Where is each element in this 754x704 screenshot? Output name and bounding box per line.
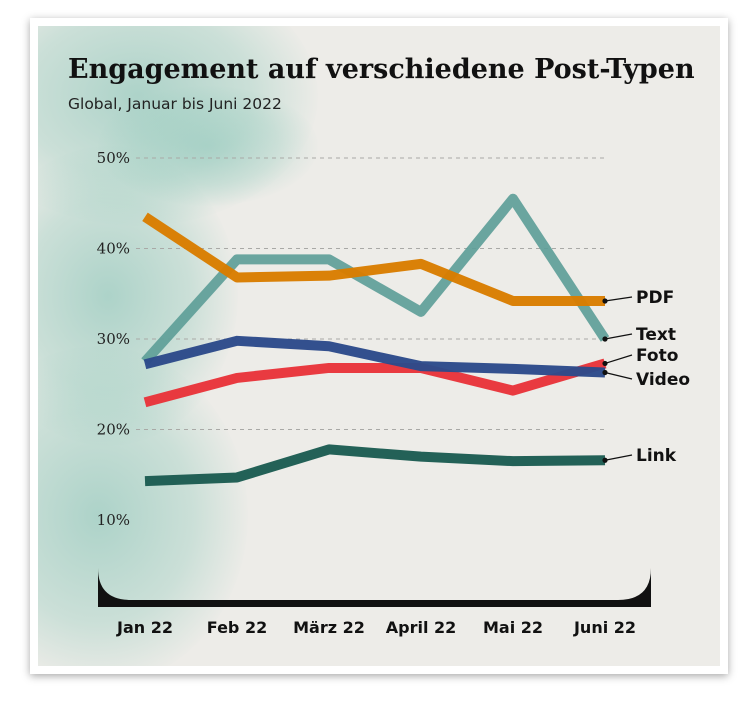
series-line-video [143, 335, 606, 378]
series-label-video: Video [636, 370, 690, 390]
gridlines [136, 157, 606, 430]
x-tick-label: April 22 [386, 618, 457, 637]
x-tick-label: März 22 [293, 618, 365, 637]
y-tick-label: 40% [97, 240, 130, 258]
label-connector [604, 371, 633, 380]
x-tick-label: Mai 22 [483, 618, 543, 637]
y-tick-label: 10% [97, 511, 130, 529]
series-line-text [141, 193, 610, 365]
series-lines [141, 193, 610, 487]
series-label-link: Link [636, 446, 677, 466]
x-tick-label: Feb 22 [207, 618, 267, 637]
x-axis-bracket [98, 568, 651, 607]
series-label-foto: Foto [636, 346, 678, 366]
y-tick-label: 30% [97, 330, 130, 348]
label-connector [604, 333, 633, 340]
chart-frame [30, 18, 728, 674]
x-tick-label: Juni 22 [573, 618, 636, 637]
label-connector [604, 296, 633, 302]
label-connector [604, 454, 633, 461]
series-labels: Text PDF Foto Video Link [602, 288, 690, 466]
series-line-pdf [142, 212, 605, 306]
series-label-text: Text [636, 325, 676, 345]
x-axis-base [98, 568, 651, 607]
x-tick-label: Jan 22 [116, 618, 173, 637]
chart-subtitle: Global, Januar bis Juni 2022 [68, 95, 282, 113]
series-line-foto [143, 358, 607, 408]
series-line-link [144, 444, 606, 487]
y-axis-ticks: 10% 20% 30% 40% 50% [97, 149, 130, 529]
x-axis-ticks: Jan 22 Feb 22 März 22 April 22 Mai 22 Juni 22 [116, 618, 636, 637]
chart-title: Engagement auf verschiedene Post-Typen [68, 54, 695, 85]
series-label-pdf: PDF [636, 288, 674, 308]
y-tick-label: 20% [97, 421, 130, 439]
label-connector [604, 354, 633, 365]
y-tick-label: 50% [97, 149, 130, 167]
chart-background [38, 26, 720, 666]
